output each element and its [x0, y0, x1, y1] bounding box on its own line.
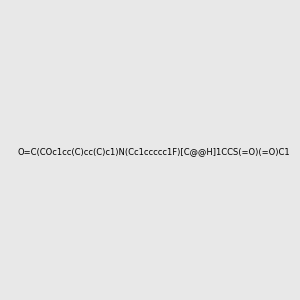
- Text: O=C(COc1cc(C)cc(C)c1)N(Cc1ccccc1F)[C@@H]1CCS(=O)(=O)C1: O=C(COc1cc(C)cc(C)c1)N(Cc1ccccc1F)[C@@H]…: [17, 147, 290, 156]
